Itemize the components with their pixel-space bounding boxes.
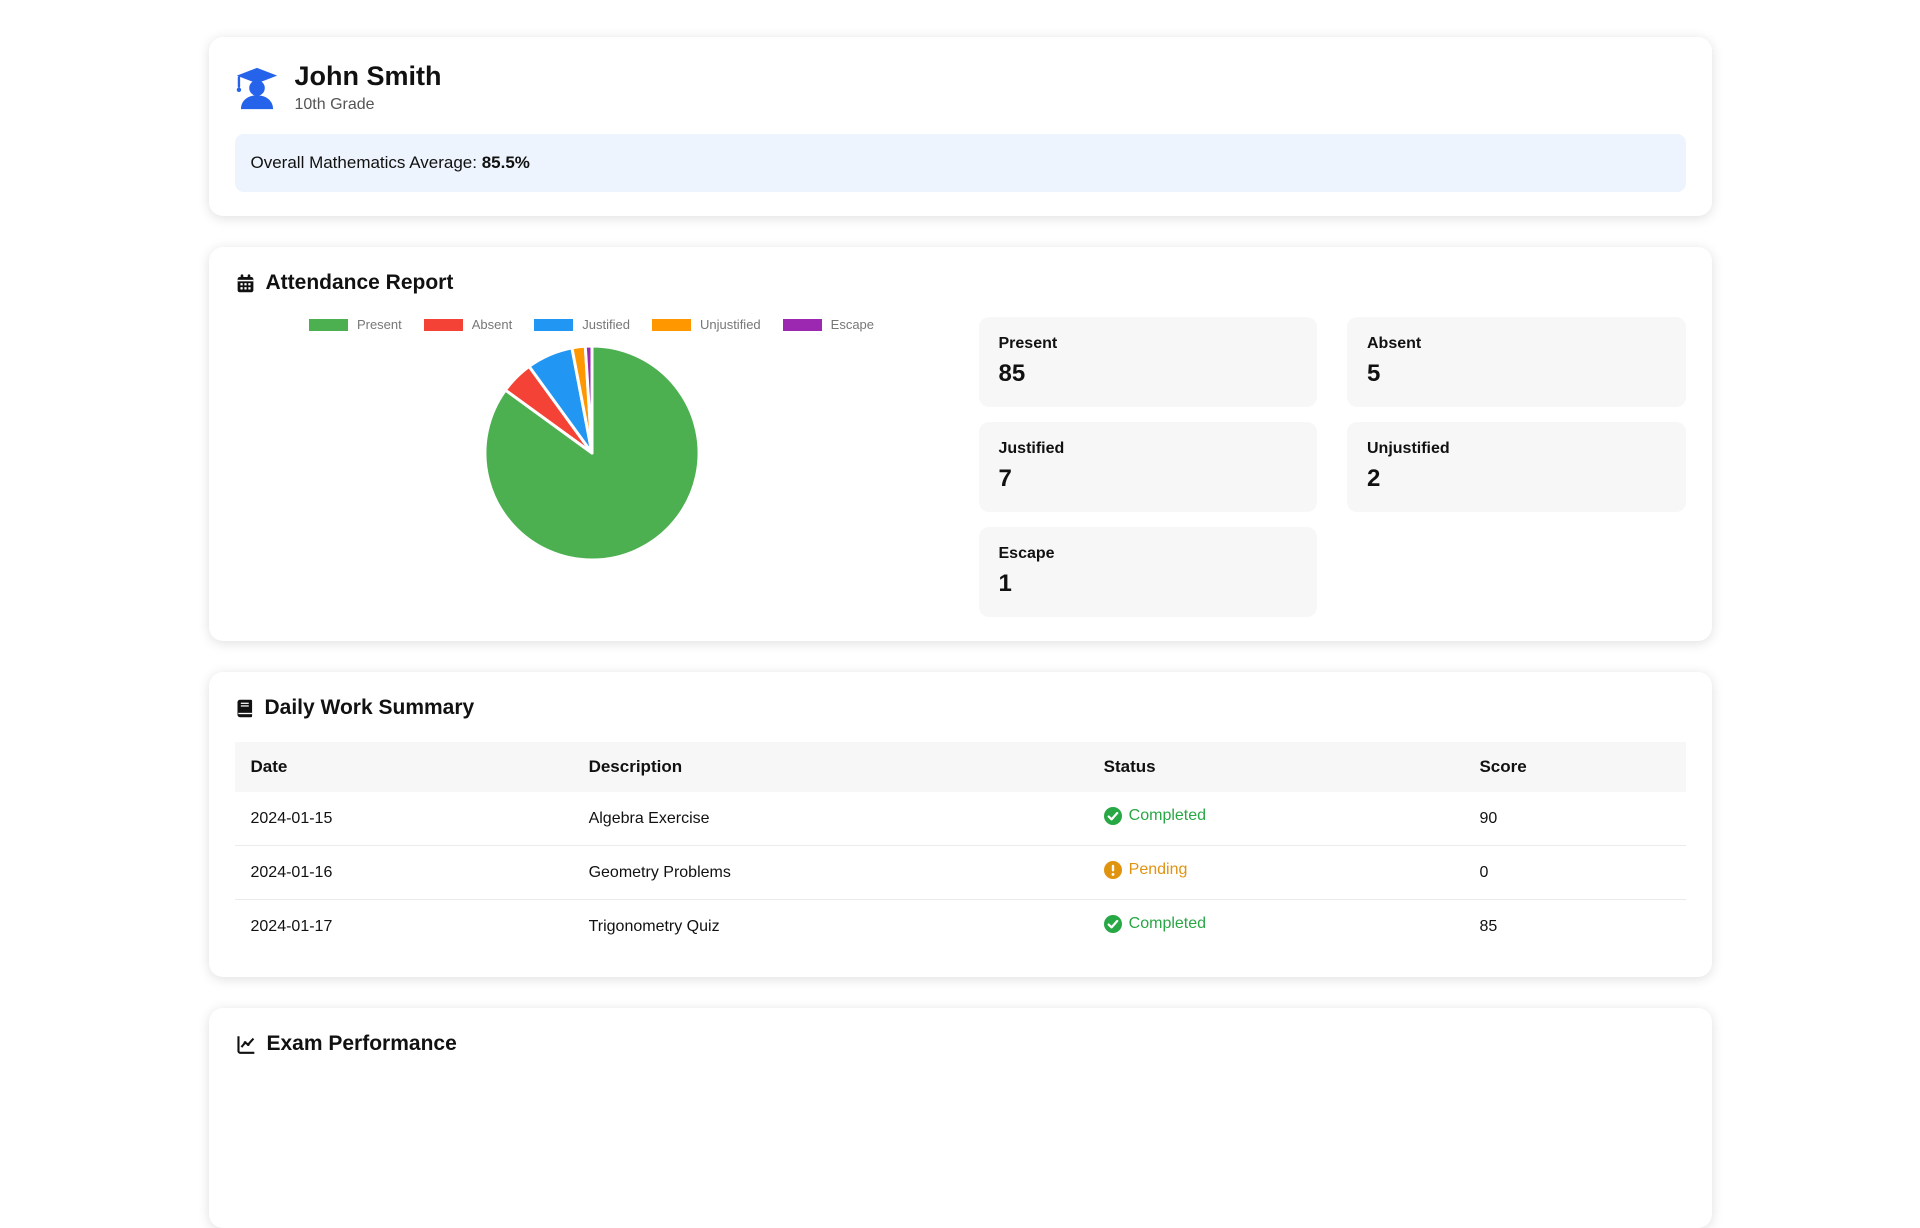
stat-label: Justified [998,440,1065,458]
chart-line-icon [235,1034,257,1055]
legend-swatch [534,318,574,331]
cell-status: Pending [1087,845,1464,901]
stat-value: 85 [998,360,1026,388]
daily-work-title: Daily Work Summary [235,696,1686,720]
legend-label: Unjustified [699,317,761,333]
average-label: Overall Mathematics Average: [250,153,477,173]
stat-label: Present [998,335,1058,353]
daily-work-table: Date Description Status Score 2024-01-15… [234,742,1686,954]
cell-description: Trigonometry Quiz [588,917,720,935]
col-header-score: Score [1463,742,1686,793]
legend-item: Absent [423,317,513,333]
attendance-stat-box: Justified 7 [978,422,1317,513]
table-row: 2024-01-17 Trigonometry Quiz Completed 8… [235,900,1686,954]
daily-work-title-text: Daily Work Summary [264,696,475,720]
cell-score: 85 [1479,917,1498,935]
legend-item: Unjustified [651,317,761,333]
cell-description: Geometry Problems [572,845,1088,901]
legend-item: Escape [782,317,875,333]
exam-performance-card: Exam Performance [208,1008,1712,1228]
cell-score: 90 [1463,792,1686,847]
exam-performance-title: Exam Performance [235,1032,1686,1056]
student-identity: John Smith 10th Grade [295,61,442,114]
attendance-stat-box: Unjustified 2 [1347,422,1686,513]
cell-date: 2024-01-16 [234,845,573,901]
attendance-stat-box: Absent 5 [1347,317,1686,408]
stat-label: Escape [998,545,1055,563]
status-badge: Completed [1103,915,1207,934]
daily-work-card: Daily Work Summary Date Description Stat… [208,672,1712,978]
table-row: 2024-01-16 Geometry Problems Pending 0 [234,845,1686,901]
calendar-icon [235,273,256,294]
legend-swatch [308,318,348,331]
check-circle-icon [1103,915,1122,934]
col-header-description: Description [572,742,1088,793]
attendance-card: Attendance Report Present Absent Justifi… [208,247,1712,642]
stat-label: Unjustified [1367,440,1450,458]
cell-score: 0 [1463,845,1686,901]
attendance-title-text: Attendance Report [265,271,454,295]
student-header-card: John Smith 10th Grade Overall Mathematic… [208,37,1712,217]
legend-label: Justified [582,317,630,333]
exam-performance-title-text: Exam Performance [266,1032,457,1056]
student-name: John Smith [294,61,442,91]
average-banner: Overall Mathematics Average: 85.5% [234,134,1686,193]
student-grade: 10th Grade [294,96,375,114]
stat-value: 1 [998,570,1012,598]
cell-date: 2024-01-15 [234,792,573,847]
pie-slice-present [482,344,700,562]
check-circle-icon [1103,807,1122,826]
attendance-stat-box: Escape 1 [978,527,1317,618]
table-row: 2024-01-15 Algebra Exercise Completed 90 [234,792,1686,847]
exclamation-circle-icon [1103,861,1122,880]
attendance-chart-area: Present Absent Justified Unjustified Esc… [235,317,949,564]
legend-item: Present [308,317,402,333]
status-text: Completed [1128,915,1207,933]
attendance-pie-chart [482,344,700,562]
legend-label: Escape [830,317,875,333]
cell-date: 2024-01-17 [250,917,333,935]
legend-label: Present [356,317,402,333]
stat-label: Absent [1367,335,1422,353]
status-badge: Completed [1103,807,1207,826]
stat-value: 7 [998,465,1012,493]
attendance-stats: Present 85 Absent 5 Justified 7 Unjustif… [978,317,1686,618]
report-page: John Smith 10th Grade Overall Mathematic… [208,0,1712,1228]
legend-item: Justified [534,317,630,332]
attendance-title: Attendance Report [235,271,1686,295]
student-profile: John Smith 10th Grade [235,61,1686,114]
attendance-body: Present Absent Justified Unjustified Esc… [235,317,1686,618]
table-header-row: Date Description Status Score [234,742,1686,793]
status-badge: Pending [1103,861,1188,880]
legend-swatch [423,318,463,331]
user-graduate-icon [235,65,279,111]
stat-value: 5 [1367,360,1381,388]
book-icon [235,698,255,719]
attendance-stat-box: Present 85 [978,317,1317,408]
pie-legend: Present Absent Justified Unjustified Esc… [308,317,875,333]
status-text: Completed [1128,807,1207,825]
col-header-status: Status [1087,742,1464,793]
stat-value: 2 [1367,465,1381,493]
col-header-date: Date [234,742,573,793]
legend-label: Absent [471,317,513,333]
cell-status: Completed [1088,900,1464,954]
pie-slice-escape [583,344,593,455]
average-value: 85.5% [481,153,530,173]
legend-swatch [651,318,691,331]
legend-swatch [782,318,822,331]
cell-description: Algebra Exercise [572,792,1088,847]
status-text: Pending [1128,861,1188,879]
cell-status: Completed [1087,792,1464,847]
